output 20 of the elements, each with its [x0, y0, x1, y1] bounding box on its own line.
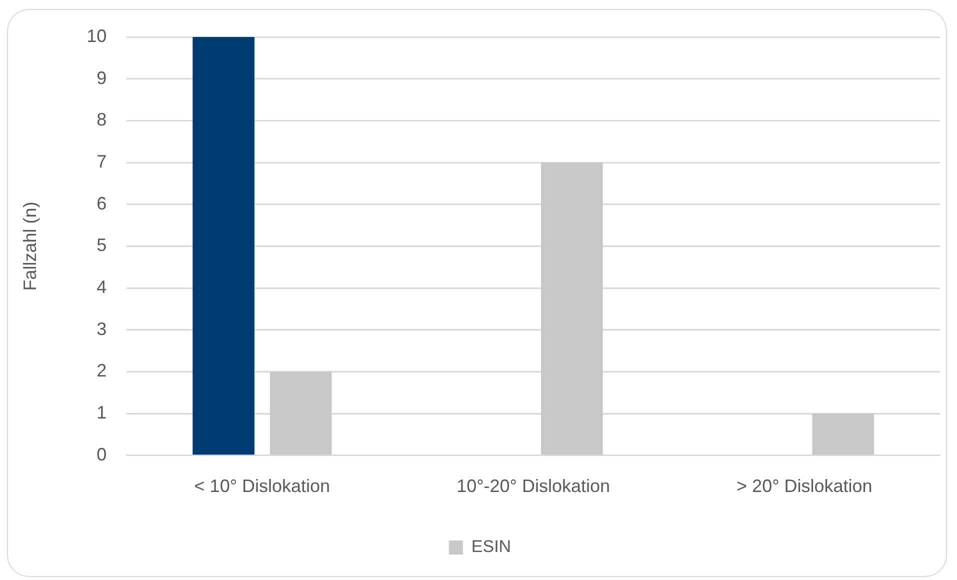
- x-tick-label: < 10° Dislokation: [194, 476, 330, 496]
- y-tick-label: 4: [96, 277, 107, 298]
- y-tick-label: 10: [86, 26, 107, 46]
- legend-label: ESIN: [471, 537, 512, 556]
- y-tick-label: 7: [96, 151, 107, 172]
- y-tick-label: 1: [96, 402, 107, 423]
- y-tick-label: 2: [96, 360, 107, 381]
- y-axis-title: Fallzahl (n): [20, 202, 40, 291]
- y-tick-label: 8: [96, 110, 107, 130]
- y-tick-label: 9: [96, 68, 107, 88]
- y-tick-label: 5: [96, 235, 107, 256]
- bar: [541, 162, 603, 455]
- bar: [192, 37, 254, 455]
- y-tick-label: 0: [96, 444, 107, 464]
- x-tick-label: 10°-20° Dislokation: [456, 476, 610, 496]
- x-tick-label: > 20° Dislokation: [736, 476, 872, 496]
- y-tick-label: 6: [96, 193, 107, 214]
- bar: [270, 372, 332, 455]
- bar: [812, 414, 874, 455]
- y-tick-label: 3: [96, 318, 107, 339]
